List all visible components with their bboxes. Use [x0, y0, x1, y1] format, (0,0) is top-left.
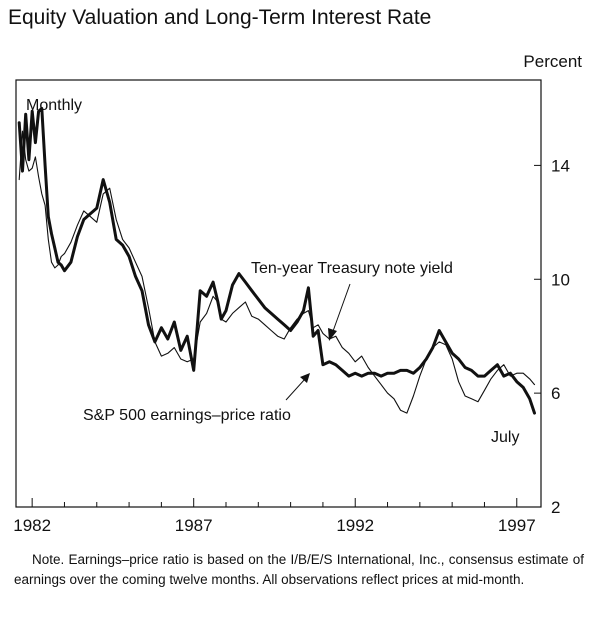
y-axis-unit-label: Percent	[523, 52, 582, 71]
annotation-earnings-price: S&P 500 earnings–price ratio	[83, 407, 291, 424]
annotation-treasury-arrowhead	[328, 328, 337, 341]
annotation-treasury: Ten-year Treasury note yield	[251, 260, 453, 277]
y-tick-label: 10	[551, 270, 570, 289]
plot-frame	[15, 79, 542, 508]
x-tick-label: 1987	[175, 516, 213, 535]
series-line-treasury	[18, 130, 536, 414]
y-tick-label: 6	[551, 384, 560, 403]
frequency-label: Monthly	[26, 97, 82, 114]
annotation-earnings-price-arrowhead	[300, 373, 310, 383]
x-tick-label: 1997	[498, 516, 536, 535]
annotation-earnings-price-arrow-line	[285, 378, 306, 401]
y-tick-label: 2	[551, 498, 560, 517]
y-tick-label: 14	[551, 156, 570, 175]
x-tick-label: 1992	[336, 516, 374, 535]
series-line-earnings-price	[17, 107, 536, 415]
chart-title: Equity Valuation and Long-Term Interest …	[8, 6, 432, 29]
x-tick-label: 1982	[13, 516, 51, 535]
chart-note: Note. Earnings–price ratio is based on t…	[14, 552, 584, 587]
annotation-treasury-arrow-line	[331, 283, 351, 335]
annotation-end-july: July	[491, 429, 519, 446]
